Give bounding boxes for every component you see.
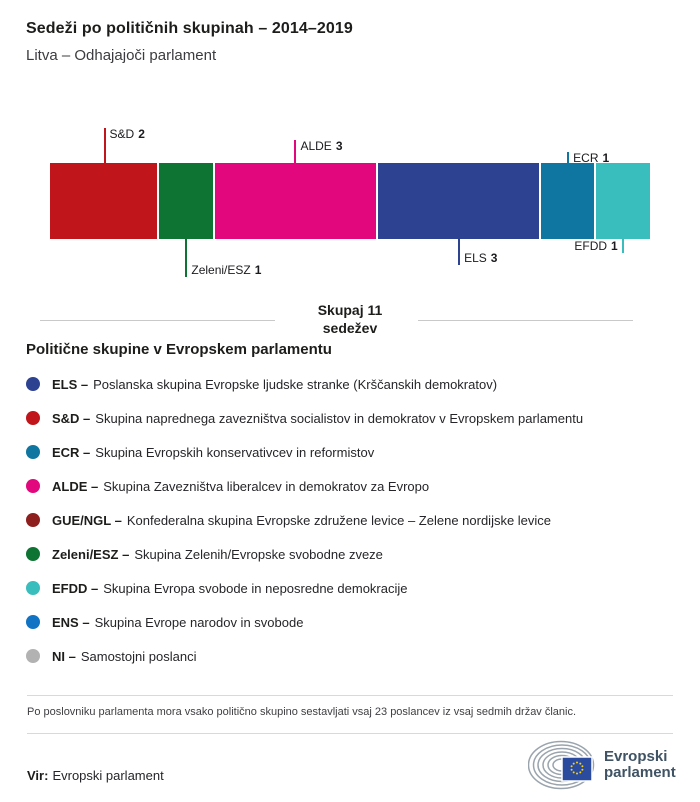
- legend-color-dot: [26, 513, 40, 527]
- legend-color-dot: [26, 377, 40, 391]
- stacked-bar: [50, 163, 650, 239]
- hemicycle-flag-icon: [528, 740, 595, 790]
- callout-tick-alde: [294, 140, 297, 163]
- bar-segment-efdd[interactable]: [596, 163, 650, 239]
- legend-item-zeleni-esz: Zeleni/ESZ – Skupina Zelenih/Evropske svo…: [26, 537, 583, 571]
- callout-tick-els: [458, 239, 461, 265]
- total-divider-right: [418, 320, 633, 321]
- callout-tick-efdd: [621, 239, 624, 253]
- logo-wordmark-line1: Evropski: [604, 748, 668, 765]
- total-seats-line1: Skupaj 11: [317, 302, 383, 318]
- legend-item-ni: NI – Samostojni poslanci: [26, 639, 583, 673]
- callout-layer: S&D 2 Zeleni/ESZ 1 ALDE 3 ELS 3 ECR 1 EFDD 1: [0, 0, 700, 300]
- legend-color-dot: [26, 479, 40, 493]
- source-text: Evropski parlament: [52, 768, 164, 783]
- eu-stars: [570, 761, 584, 775]
- bar-segment-alde[interactable]: [214, 163, 376, 239]
- callout-label-ecr: ECR 1: [573, 151, 610, 165]
- bar-segment-zeleni-esz[interactable]: [159, 163, 213, 239]
- legend-item-efdd: EFDD – Skupina Evropa svobode in neposred…: [26, 571, 583, 605]
- callout-label-els: ELS 3: [464, 251, 498, 265]
- callout-tick-zeleni-esz: [185, 239, 188, 277]
- callout-label-efdd: EFDD 1: [574, 239, 618, 253]
- callout-tick-ecr: [567, 152, 570, 163]
- legend-item-els: ELS – Poslanska skupina Evropske ljudske …: [26, 367, 583, 401]
- footnote-divider-top: [27, 695, 673, 696]
- callout-label-alde: ALDE 3: [300, 139, 343, 153]
- legend-color-dot: [26, 615, 40, 629]
- logo-wordmark-line2: parlament: [604, 764, 676, 781]
- source-label: Vir:: [27, 768, 49, 783]
- bar-segment-ecr[interactable]: [540, 163, 595, 239]
- logo-wordmark: Evropski parlament: [604, 749, 676, 781]
- legend-item-ecr: ECR – Skupina Evropskih konservativcev in…: [26, 435, 583, 469]
- legend-item-ens: ENS – Skupina Evrope narodov in svobode: [26, 605, 583, 639]
- legend-color-dot: [26, 649, 40, 663]
- legend-item-gue-ngl: GUE/NGL – Konfederalna skupina Evropske z…: [26, 503, 583, 537]
- legend-color-dot: [26, 445, 40, 459]
- total-seats-line2: sedežev: [322, 320, 378, 336]
- callout-label-zeleni-esz: Zeleni/ESZ 1: [191, 263, 262, 277]
- european-parliament-logo: Evropski parlament: [528, 740, 678, 790]
- page-title: Sedeži po političnih skupinah – 2014–201…: [26, 20, 353, 37]
- legend: ELS – Poslanska skupina Evropske ljudske …: [26, 367, 583, 673]
- bar-segment-els[interactable]: [377, 163, 539, 239]
- legend-color-dot: [26, 581, 40, 595]
- total-divider-left: [40, 320, 275, 321]
- total-seats: Skupaj 11 sedežev: [250, 301, 450, 337]
- bar-segment-s-d[interactable]: [50, 163, 158, 239]
- callout-label-s-d: S&D 2: [109, 127, 145, 141]
- callout-tick-s-d: [103, 128, 106, 163]
- legend-color-dot: [26, 411, 40, 425]
- legend-color-dot: [26, 547, 40, 561]
- footnote: Po poslovniku parlamenta mora vsako poli…: [27, 706, 577, 718]
- page-subtitle: Litva – Odhajajoči parlament: [26, 47, 217, 64]
- footnote-divider-bottom: [27, 733, 673, 734]
- legend-item-s-d: S&D – Skupina naprednega zavezništva soci…: [26, 401, 583, 435]
- legend-title: Politične skupine v Evropskem parlamentu: [26, 341, 332, 358]
- legend-item-alde: ALDE – Skupina Zavezništva liberalcev in …: [26, 469, 583, 503]
- source-line: Vir: Evropski parlament: [27, 768, 164, 783]
